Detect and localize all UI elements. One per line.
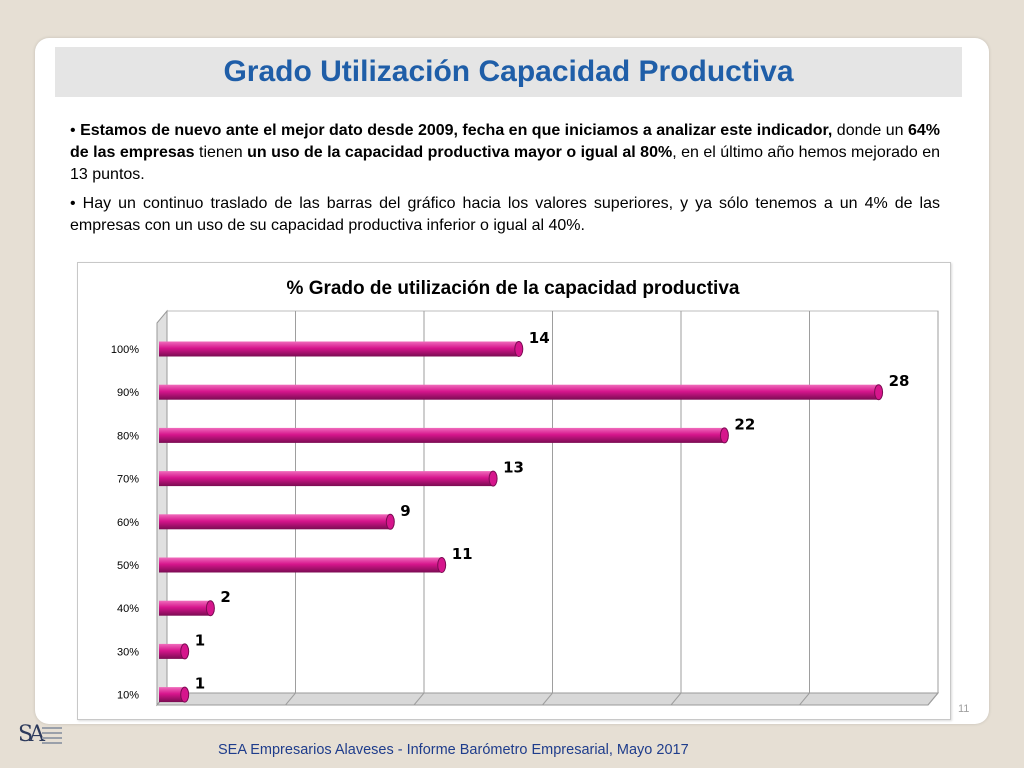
bar-cap-30% xyxy=(180,643,190,660)
chart-title: % Grado de utilización de la capacidad p… xyxy=(286,278,740,299)
bar-90% xyxy=(159,384,879,400)
tick-label-70%: 70% xyxy=(117,474,139,486)
logo-mark: SA xyxy=(18,722,45,747)
bar-80% xyxy=(159,427,725,443)
gridline-floor xyxy=(285,692,296,706)
logo-lines xyxy=(42,727,62,747)
bullet-1-text-1: donde un xyxy=(832,122,908,139)
tick-label-30%: 30% xyxy=(117,646,139,658)
bullet-1-bold-1: Estamos de nuevo ante el mejor dato desd… xyxy=(80,122,833,139)
tick-label-40%: 40% xyxy=(117,603,139,615)
bar-40% xyxy=(159,600,211,616)
gridline-floor xyxy=(927,692,939,706)
data-label-40%: 2 xyxy=(220,588,230,606)
data-label-10%: 1 xyxy=(195,675,205,693)
tick-label-100%: 100% xyxy=(111,344,139,356)
gridline-floor xyxy=(542,692,553,706)
bar-50% xyxy=(159,557,442,573)
bullet-list: • Estamos de nuevo ante el mejor dato de… xyxy=(70,120,940,244)
data-label-90%: 28 xyxy=(889,372,910,390)
page-number: 11 xyxy=(958,703,970,715)
bar-cap-40% xyxy=(205,600,215,617)
tick-label-60%: 60% xyxy=(117,517,139,529)
tick-label-50%: 50% xyxy=(117,560,139,572)
data-label-100%: 14 xyxy=(529,329,550,347)
page-title: Grado Utilización Capacidad Productiva xyxy=(223,55,794,88)
data-label-50%: 11 xyxy=(452,545,473,563)
bar-60% xyxy=(159,514,391,530)
bullet-1: • Estamos de nuevo ante el mejor dato de… xyxy=(70,122,941,183)
bullet-1-bold-3: un uso de la capacidad productiva mayor … xyxy=(247,144,673,161)
data-label-80%: 22 xyxy=(734,415,755,433)
tick-label-10%: 10% xyxy=(117,690,139,702)
bar-cap-80% xyxy=(719,427,729,444)
bar-30% xyxy=(159,643,185,659)
bar-10% xyxy=(159,687,185,703)
data-label-30%: 1 xyxy=(195,631,205,649)
gridline-floor xyxy=(413,692,425,706)
bar-cap-70% xyxy=(488,470,498,487)
bullet-1-text-2: tienen xyxy=(194,144,248,161)
bar-cap-100% xyxy=(514,341,524,357)
bullet-2: • Hay un continuo traslado de las barras… xyxy=(70,195,941,234)
gridline-floor xyxy=(799,692,810,706)
bullet-2-text: Hay un continuo traslado de las barras d… xyxy=(70,195,941,234)
tick-label-80%: 80% xyxy=(117,430,139,442)
bullet-1-bold-2: 64% de las empresas xyxy=(70,122,941,161)
bar-70% xyxy=(159,471,494,487)
sea-logo: SA xyxy=(18,722,64,758)
bar-cap-60% xyxy=(385,513,395,530)
bar-cap-10% xyxy=(180,686,190,703)
bar-100% xyxy=(159,341,519,357)
gridline-floor xyxy=(670,692,682,706)
bar-cap-50% xyxy=(437,557,447,573)
footer-text: SEA Empresarios Alaveses - Informe Baróm… xyxy=(218,742,689,758)
data-label-70%: 13 xyxy=(503,459,524,477)
bar-cap-90% xyxy=(874,384,884,401)
tick-label-90%: 90% xyxy=(117,387,139,399)
bullet-1-text-3: , en el último año hemos mejorado en 13 … xyxy=(70,144,941,183)
title-bar xyxy=(55,47,962,97)
data-label-60%: 9 xyxy=(400,502,410,520)
